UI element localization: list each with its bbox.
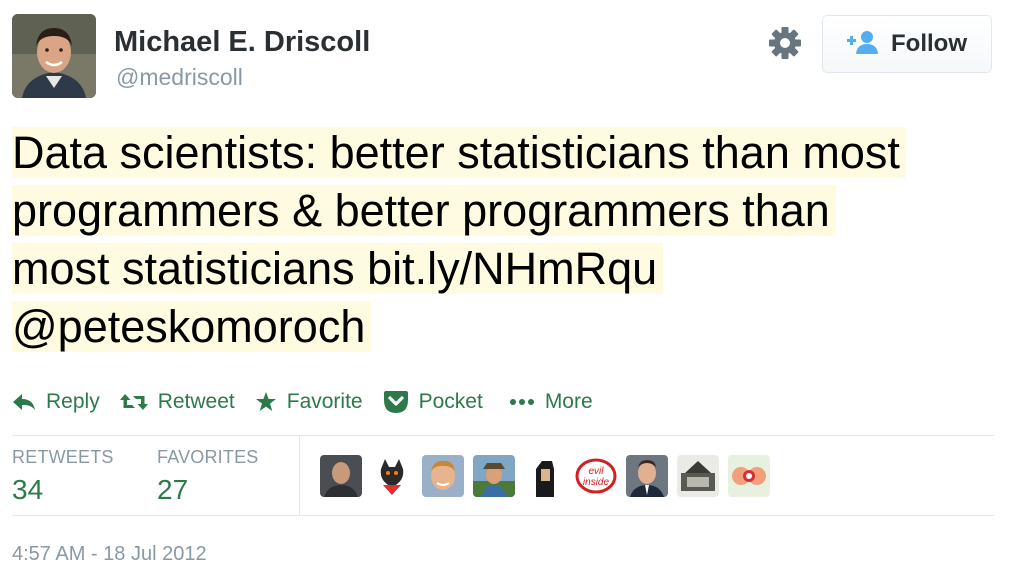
reply-label: Reply — [46, 390, 100, 413]
user-avatar[interactable] — [320, 455, 362, 497]
user-avatar[interactable] — [371, 455, 413, 497]
user-avatar[interactable] — [524, 455, 566, 497]
tweet-actions: Reply Retweet Favorite Pocket — [12, 386, 593, 418]
reply-button[interactable]: Reply — [12, 390, 100, 414]
pocket-button[interactable]: Pocket — [383, 390, 483, 414]
follow-label: Follow — [891, 30, 967, 57]
favoriters-avatars: evil inside — [320, 455, 770, 497]
tweet-line: Data scientists: better statisticians th… — [12, 127, 906, 178]
user-avatar[interactable] — [422, 455, 464, 497]
follow-person-icon — [847, 30, 879, 59]
svg-text:evil: evil — [588, 466, 604, 477]
tweet-line: programmers & better programmers than — [12, 185, 836, 236]
favorites-stat[interactable]: FAVORITES 27 — [157, 447, 259, 506]
favorite-button[interactable]: Favorite — [255, 390, 363, 414]
author-name[interactable]: Michael E. Driscoll — [114, 26, 371, 58]
tweet-timestamp[interactable]: 4:57 AM - 18 Jul 2012 — [12, 543, 207, 565]
tweet-mention[interactable]: @peteskomoroch — [12, 301, 372, 352]
stats-divider — [299, 436, 300, 515]
more-button[interactable]: More — [509, 390, 593, 414]
gear-icon[interactable] — [766, 24, 804, 62]
retweet-label: Retweet — [157, 390, 235, 413]
author-handle[interactable]: @medriscoll — [116, 64, 243, 90]
user-avatar[interactable]: evil inside — [575, 455, 617, 497]
tweet-line[interactable]: most statisticians bit.ly/NHmRqu — [12, 243, 664, 294]
favorites-label: FAVORITES — [157, 447, 259, 467]
svg-text:inside: inside — [583, 477, 610, 488]
retweet-icon — [119, 392, 148, 412]
retweets-count: 34 — [12, 474, 44, 505]
user-avatar[interactable] — [728, 455, 770, 497]
retweets-stat[interactable]: RETWEETS 34 — [12, 447, 114, 506]
more-dots-icon — [509, 398, 535, 406]
follow-button[interactable]: Follow — [822, 15, 992, 73]
user-avatar[interactable] — [677, 455, 719, 497]
tweet-text: Data scientists: better statisticians th… — [12, 124, 997, 356]
retweet-button[interactable]: Retweet — [119, 390, 235, 414]
user-avatar[interactable] — [626, 455, 668, 497]
pocket-label: Pocket — [418, 390, 483, 413]
author-avatar[interactable] — [12, 14, 96, 98]
favorite-star-icon — [255, 391, 277, 413]
divider — [12, 515, 994, 516]
favorites-count: 27 — [157, 474, 189, 505]
user-avatar[interactable] — [473, 455, 515, 497]
more-label: More — [544, 390, 593, 413]
pocket-icon — [383, 390, 409, 414]
divider — [12, 435, 994, 436]
favorite-label: Favorite — [286, 390, 363, 413]
retweets-label: RETWEETS — [12, 447, 114, 467]
reply-icon — [12, 392, 36, 412]
